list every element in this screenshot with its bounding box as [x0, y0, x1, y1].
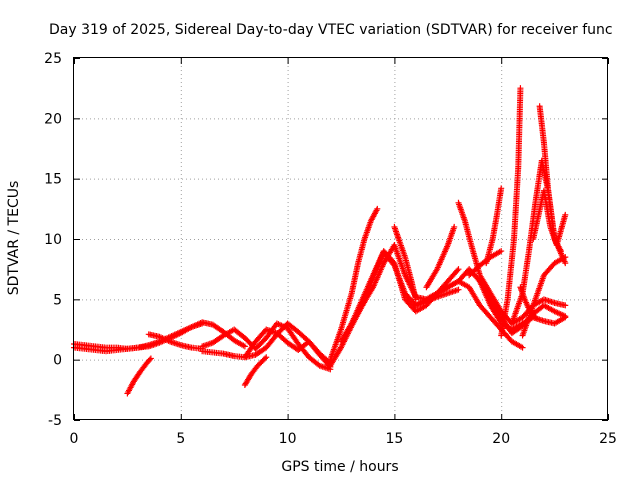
series-track-25 — [530, 187, 569, 249]
series-track-2 — [71, 320, 206, 355]
y-axis-label: SDTVAR / TECUs — [6, 181, 22, 296]
series-track-13 — [391, 223, 419, 303]
data-point — [262, 355, 269, 362]
data-point — [147, 355, 154, 362]
data-point — [241, 343, 248, 350]
data-point — [199, 320, 206, 327]
series-track-15 — [423, 223, 458, 291]
series-track-19 — [483, 185, 505, 267]
data-point — [454, 267, 461, 274]
x-tick-label: 20 — [492, 431, 510, 447]
data-point — [498, 248, 505, 255]
data-point — [562, 302, 569, 309]
y-tick-label: 0 — [53, 353, 62, 369]
tick-labels: 0 5 10 15 20 25 -5 0 5 10 15 20 25 — [44, 51, 617, 447]
x-tick-label: 10 — [279, 431, 297, 447]
x-axis-label: GPS time / hours — [281, 459, 398, 475]
y-tick-label: 10 — [44, 232, 62, 248]
data-point — [562, 260, 569, 267]
y-tick-label: 5 — [53, 292, 62, 308]
series-track-10 — [327, 205, 381, 363]
series-track-3 — [124, 355, 154, 397]
data-point — [146, 356, 153, 363]
x-tick-label: 25 — [599, 431, 617, 447]
series-track-8 — [241, 320, 334, 367]
data-point — [455, 286, 462, 293]
x-tick-label: 0 — [70, 431, 79, 447]
x-tick-label: 15 — [385, 431, 403, 447]
data-point — [390, 258, 397, 265]
series-track-4 — [145, 331, 206, 352]
data-point — [455, 266, 462, 273]
data-point — [519, 344, 526, 351]
y-tick-label: 15 — [44, 172, 62, 188]
data-point — [562, 313, 569, 320]
series-track-20 — [498, 85, 524, 339]
axis-ticks — [74, 58, 609, 421]
y-tick-label: 25 — [44, 51, 62, 67]
data-point — [263, 354, 270, 361]
data-point — [374, 205, 381, 212]
data-point — [412, 296, 419, 303]
data-point — [532, 314, 539, 321]
chart-title: Day 319 of 2025, Sidereal Day-to-day VTE… — [49, 22, 613, 38]
y-tick-label: -5 — [48, 413, 62, 429]
data-point — [562, 211, 569, 218]
data-point — [558, 248, 565, 255]
series-track-7 — [241, 354, 270, 389]
y-tick-label: 20 — [44, 111, 62, 127]
data-point — [517, 85, 524, 92]
x-tick-label: 5 — [176, 431, 185, 447]
data-markers — [71, 85, 569, 397]
series-track-24 — [519, 254, 569, 339]
data-point — [451, 223, 458, 230]
plot-frame — [73, 57, 608, 420]
data-point — [562, 254, 569, 261]
data-point — [498, 185, 505, 192]
